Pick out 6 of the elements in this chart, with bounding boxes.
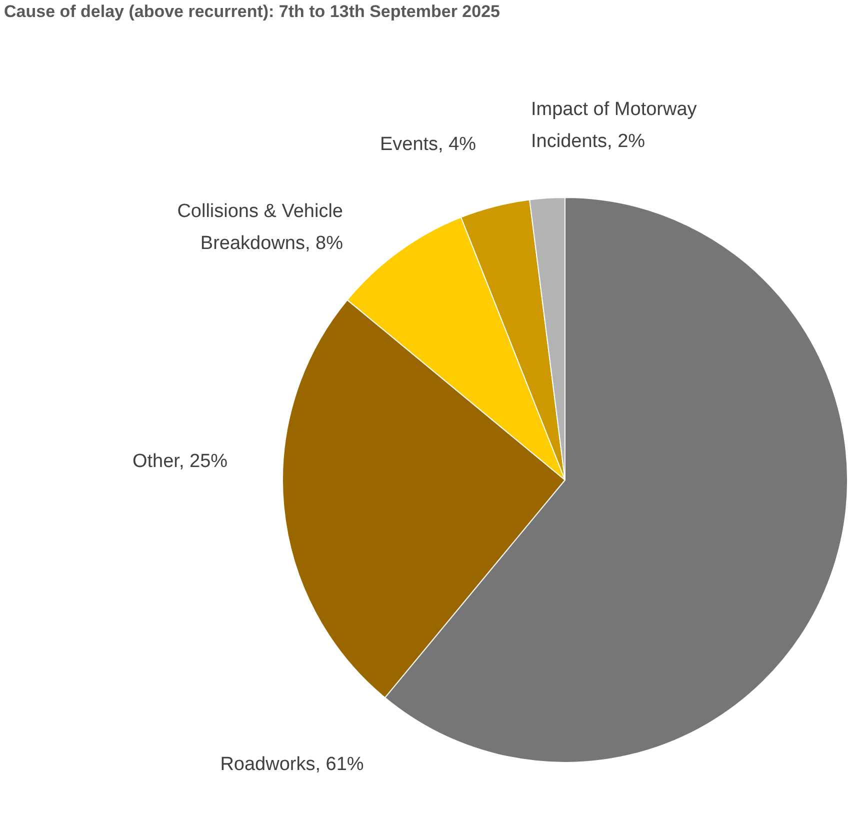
slice-label: Events, 4% <box>380 134 476 156</box>
slice-label: Collisions & Vehicle Breakdowns, 8% <box>177 201 344 254</box>
slice-label: Roadworks, 61% <box>220 754 364 776</box>
slice-label: Other, 25% <box>132 451 228 472</box>
chart-title: Cause of delay (above recurrent): 7th to 13th September 2025 <box>4 2 500 22</box>
slice-label: Impact of Motorway Incidents, 2% <box>531 99 698 152</box>
